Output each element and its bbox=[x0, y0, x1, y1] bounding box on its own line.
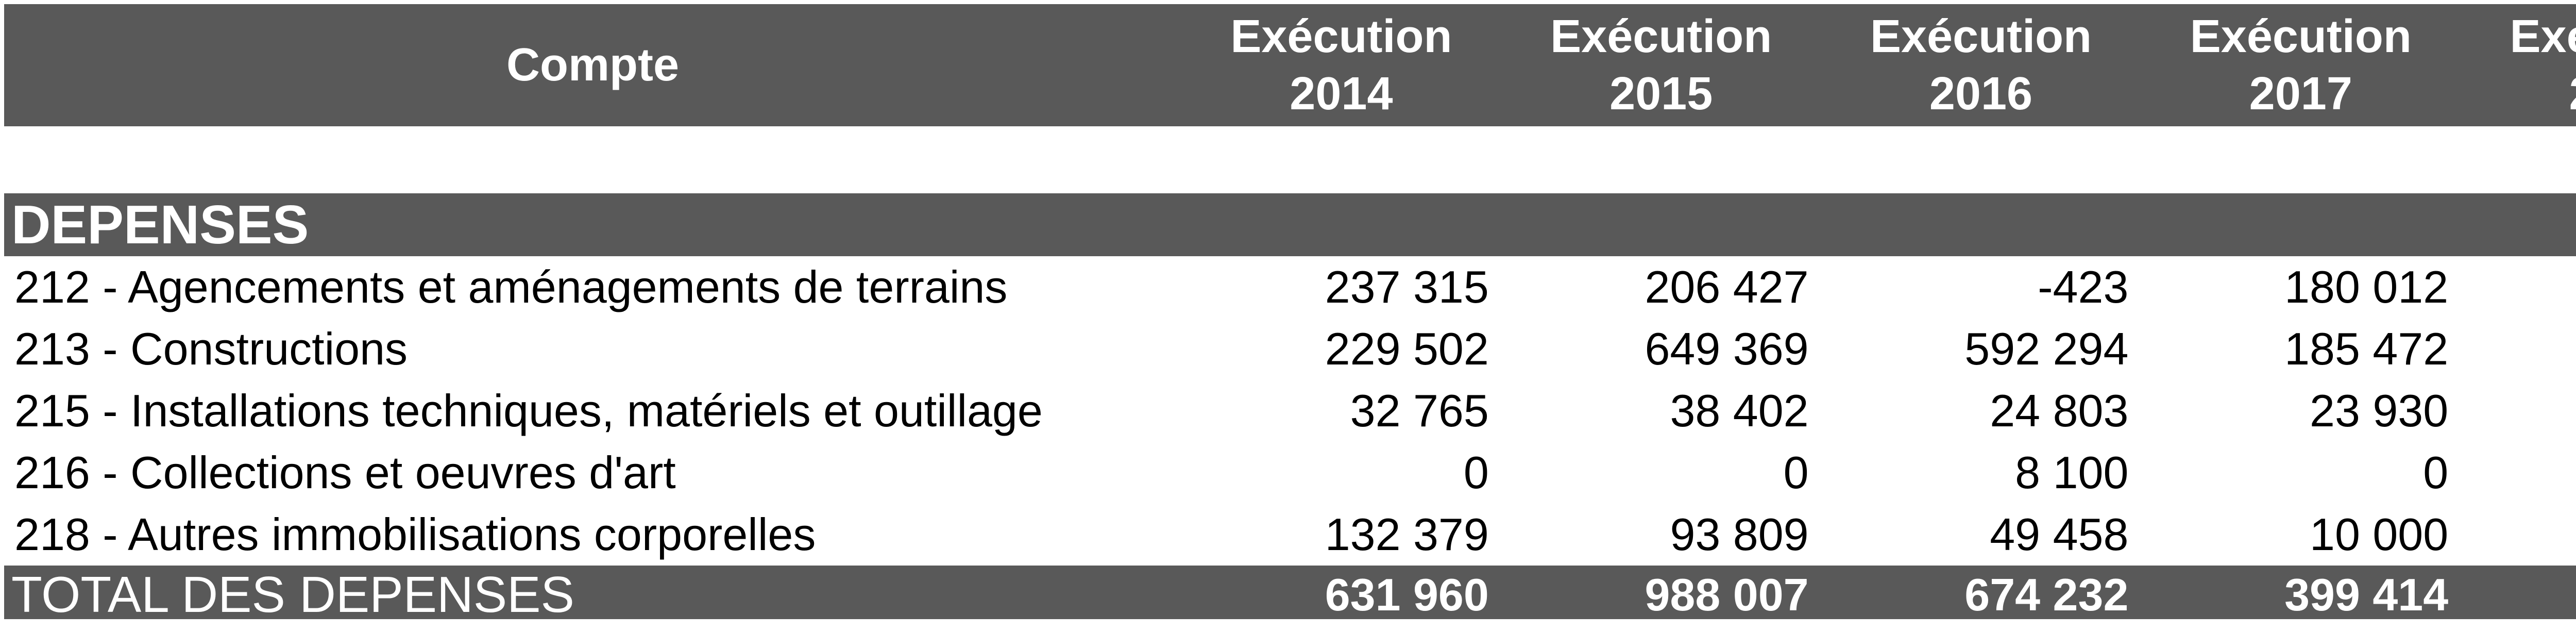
header-body-gap bbox=[4, 126, 2576, 193]
cell-2017: 10 000 bbox=[2310, 509, 2449, 560]
total-2017: 399 414 bbox=[2284, 569, 2449, 620]
column-title: Exécution bbox=[1870, 10, 2092, 62]
cell-2016: 8 100 bbox=[2015, 447, 2129, 498]
cell-2017: 185 472 bbox=[2284, 323, 2449, 374]
column-header-compte: Compte bbox=[4, 4, 1181, 126]
total-2018: 213 907 bbox=[2461, 566, 2576, 624]
column-title: Exécution bbox=[2190, 10, 2412, 62]
cell-2014: 229 502 bbox=[1325, 323, 1489, 374]
column-title: Exécution bbox=[2510, 10, 2576, 62]
row-label: 218 - Autres immobilisations corporelles bbox=[14, 509, 816, 560]
column-title: Exécution bbox=[1230, 10, 1452, 62]
column-header-2017: Exécution 2017 bbox=[2141, 4, 2461, 126]
cell-2015: 38 402 bbox=[1670, 385, 1809, 436]
table-row-216: 216 - Collections et oeuvres d'art 0 0 8… bbox=[4, 442, 2576, 504]
cell-2018: 10 500 bbox=[2461, 504, 2576, 566]
column-year: 2015 bbox=[1609, 68, 1713, 120]
section-header-label: DEPENSES bbox=[11, 194, 309, 255]
column-header-2014: Exécution 2014 bbox=[1181, 4, 1501, 126]
cell-2015: 206 427 bbox=[1645, 261, 1809, 312]
column-header-2018: Exécution 2018 bbox=[2461, 4, 2576, 126]
cell-2014: 237 315 bbox=[1325, 261, 1489, 312]
cell-2015: 649 369 bbox=[1645, 323, 1809, 374]
compte-label: Compte bbox=[506, 39, 679, 91]
column-year: 2014 bbox=[1290, 68, 1393, 120]
row-label: 216 - Collections et oeuvres d'art bbox=[14, 447, 676, 498]
total-row: TOTAL DES DEPENSES 631 960 988 007 674 2… bbox=[4, 566, 2576, 623]
total-2014: 631 960 bbox=[1325, 569, 1489, 620]
row-label: 213 - Constructions bbox=[14, 323, 408, 374]
cell-2016: 49 458 bbox=[1990, 509, 2129, 560]
cell-2018: 0 bbox=[2461, 442, 2576, 504]
cell-2014: 32 765 bbox=[1350, 385, 1489, 436]
table-row-215: 215 - Installations techniques, matériel… bbox=[4, 380, 2576, 442]
expenses-table: Compte Exécution 2014 Exécution 2015 Exé… bbox=[4, 4, 2576, 623]
cell-2016: 592 294 bbox=[1964, 323, 2129, 374]
cell-2017: 23 930 bbox=[2310, 385, 2449, 436]
table-header-row: Compte Exécution 2014 Exécution 2015 Exé… bbox=[4, 4, 2576, 126]
column-header-2016: Exécution 2016 bbox=[1821, 4, 2141, 126]
table-row-213: 213 - Constructions 229 502 649 369 592 … bbox=[4, 318, 2576, 380]
cell-2016: -423 bbox=[2038, 261, 2129, 312]
table-row-212: 212 - Agencements et aménagements de ter… bbox=[4, 256, 2576, 318]
column-year: 2016 bbox=[1929, 68, 2033, 120]
table-row-218: 218 - Autres immobilisations corporelles… bbox=[4, 504, 2576, 566]
column-title: Exécution bbox=[1550, 10, 1772, 62]
total-2015: 988 007 bbox=[1645, 569, 1809, 620]
cell-2015: 0 bbox=[1783, 447, 1809, 498]
cell-2015: 93 809 bbox=[1670, 509, 1809, 560]
row-label: 215 - Installations techniques, matériel… bbox=[14, 385, 1043, 436]
section-header-depenses: DEPENSES bbox=[4, 193, 2576, 256]
cell-2018: 76 561 bbox=[2461, 256, 2576, 318]
total-2016: 674 232 bbox=[1964, 569, 2129, 620]
cell-2017: 0 bbox=[2423, 447, 2449, 498]
cell-2014: 0 bbox=[1463, 447, 1489, 498]
cell-2016: 24 803 bbox=[1990, 385, 2129, 436]
row-label: 212 - Agencements et aménagements de ter… bbox=[14, 261, 1008, 312]
cell-2018: 58 089 bbox=[2461, 380, 2576, 442]
column-year: 2018 bbox=[2569, 65, 2576, 123]
cell-2017: 180 012 bbox=[2284, 261, 2449, 312]
column-year: 2017 bbox=[2249, 68, 2352, 120]
cell-2018: 68 757 bbox=[2461, 318, 2576, 380]
cell-2014: 132 379 bbox=[1325, 509, 1489, 560]
total-label: TOTAL DES DEPENSES bbox=[11, 566, 574, 623]
column-header-2015: Exécution 2015 bbox=[1501, 4, 1821, 126]
